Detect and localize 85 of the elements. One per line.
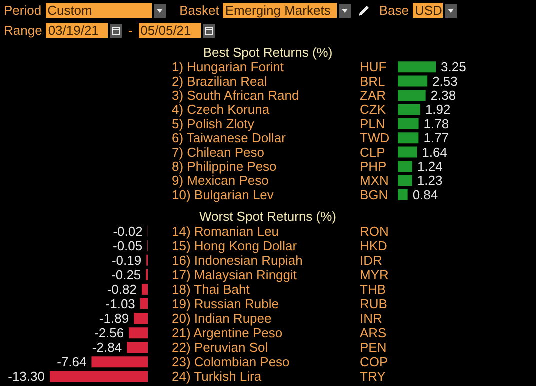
- y2-tick-label: BRL: [360, 74, 386, 89]
- data-label: -0.02: [113, 224, 143, 239]
- text: Custom: [46, 3, 152, 18]
- bar: [398, 76, 428, 87]
- bar: [398, 118, 419, 130]
- y-tick-label: 4) Czech Koruna: [172, 102, 270, 118]
- bar: [398, 161, 412, 172]
- data-label: 1.92: [425, 102, 451, 118]
- y-tick-label: 10) Bulgarian Lev: [172, 187, 274, 202]
- y-tick-label: 7) Chilean Peso: [172, 144, 264, 160]
- y-tick-label: 23) Colombian Peso: [172, 354, 290, 370]
- text: 05/05/21: [138, 23, 201, 38]
- data-label: -0.25: [112, 267, 142, 282]
- y2-tick-label: ZAR: [360, 88, 386, 103]
- y2-tick-label: PLN: [360, 116, 386, 132]
- y-tick-label: 14) Romanian Leu: [172, 224, 279, 239]
- y-tick-label: 8) Philippine Peso: [172, 159, 277, 174]
- y2-tick-label: IDR: [360, 252, 382, 268]
- data-label: 1.23: [417, 173, 443, 188]
- y-tick-label: 6) Taiwanese Dollar: [172, 130, 287, 146]
- data-label: 1.24: [418, 159, 443, 174]
- y-tick-label: 24) Turkish Lira: [172, 369, 262, 384]
- text: Worst Spot Returns (%): [199, 209, 337, 224]
- data-label: -0.19: [112, 252, 142, 268]
- y2-tick-label: COP: [360, 354, 388, 370]
- y2-tick-label: PHP: [360, 159, 387, 174]
- y-tick-label: 22) Peruvian Sol: [172, 340, 268, 356]
- y-tick-label: 2) Brazilian Real: [172, 74, 268, 89]
- y-tick-label: 20) Indian Rupee: [172, 311, 272, 326]
- y-tick-label: 5) Polish Zloty: [172, 116, 255, 132]
- data-label: -7.64: [57, 354, 87, 370]
- y2-tick-label: THB: [360, 282, 386, 297]
- data-label: 1.64: [422, 144, 448, 160]
- bar: [398, 62, 436, 73]
- y2-tick-label: TWD: [360, 130, 390, 146]
- y2-tick-label: HUF: [360, 60, 387, 75]
- y2-tick-label: RUB: [360, 296, 388, 312]
- data-label: 2.38: [430, 88, 456, 103]
- text: Range: [4, 23, 42, 38]
- text: Emerging Markets: [223, 3, 338, 18]
- y2-tick-label: CLP: [360, 144, 386, 160]
- data-label: -0.05: [112, 238, 143, 254]
- y-tick-label: 19) Russian Ruble: [172, 296, 279, 312]
- bar: [398, 90, 426, 101]
- text: Base: [379, 3, 409, 18]
- y-tick-label: 16) Indonesian Rupiah: [172, 252, 303, 268]
- y2-tick-label: CZK: [360, 102, 386, 118]
- y-tick-label: 15) Hong Kong Dollar: [172, 238, 298, 254]
- y2-tick-label: TRY: [360, 369, 386, 384]
- text: Period: [4, 3, 42, 18]
- y-tick-label: 3) South African Rand: [172, 88, 300, 103]
- data-label: -2.56: [94, 326, 124, 341]
- data-label: -2.84: [92, 340, 122, 356]
- data-label: 2.53: [432, 74, 458, 89]
- y-tick-label: 1) Hungarian Forint: [172, 60, 284, 75]
- data-label: 1.77: [424, 130, 450, 146]
- data-label: -0.82: [107, 282, 137, 297]
- y-tick-label: 21) Argentine Peso: [172, 326, 283, 341]
- text: -: [128, 23, 133, 38]
- bar: [398, 189, 408, 200]
- bar: [398, 175, 412, 186]
- y2-tick-label: RON: [360, 224, 389, 239]
- data-label: -1.03: [106, 296, 136, 312]
- y-tick-label: 9) Mexican Peso: [172, 173, 269, 188]
- data-label: 1.78: [424, 116, 450, 132]
- text: 03/19/21: [46, 23, 108, 38]
- data-label: -13.30: [8, 369, 45, 384]
- data-label: -1.89: [99, 311, 130, 326]
- y2-tick-label: HKD: [360, 238, 388, 254]
- text: Basket: [180, 3, 220, 18]
- bar: [398, 146, 418, 158]
- bar: [398, 132, 419, 144]
- text: Best Spot Returns (%): [203, 45, 333, 60]
- text: USD: [412, 3, 443, 18]
- y2-tick-label: ARS: [360, 326, 388, 341]
- y2-tick-label: MXN: [360, 173, 389, 188]
- data-label: 0.84: [412, 187, 438, 202]
- bar: [398, 104, 420, 116]
- data-label: 3.25: [441, 60, 466, 75]
- y-tick-label: 17) Malaysian Ringgit: [172, 267, 298, 282]
- y-tick-label: 18) Thai Baht: [172, 282, 250, 297]
- y2-tick-label: INR: [360, 311, 382, 326]
- y2-tick-label: PEN: [360, 340, 387, 356]
- y2-tick-label: MYR: [360, 267, 389, 282]
- y2-tick-label: BGN: [360, 187, 388, 202]
